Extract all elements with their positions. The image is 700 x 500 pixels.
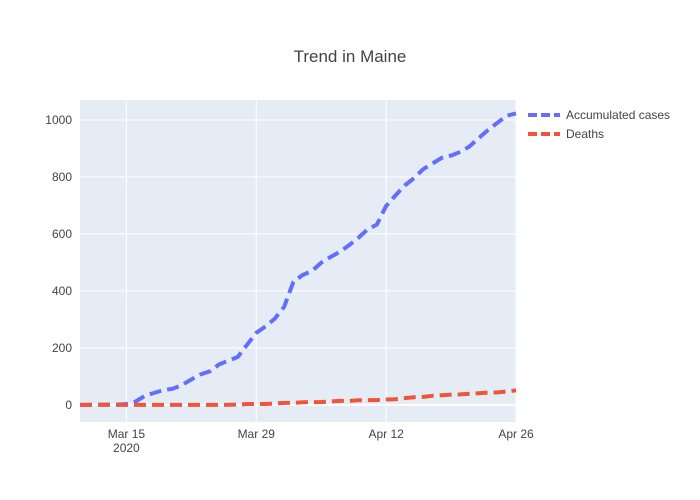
legend-label: Deaths	[566, 127, 604, 141]
series-line-deaths	[80, 388, 517, 407]
chart-title: Trend in Maine	[294, 47, 407, 66]
x-tick-label: Apr 12	[368, 427, 404, 441]
series-lines	[79, 111, 517, 407]
y-tick-label: 0	[65, 398, 72, 412]
x-tick-sublabel: 2020	[113, 441, 140, 455]
y-tick-label: 200	[52, 341, 72, 355]
legend-item[interactable]: Accumulated cases	[528, 108, 670, 122]
y-tick-label: 1000	[45, 113, 72, 127]
y-tick-label: 400	[52, 284, 72, 298]
legend[interactable]: Accumulated cases Deaths	[528, 108, 670, 141]
grid	[80, 100, 517, 422]
legend-item[interactable]: Deaths	[528, 127, 604, 141]
x-tick-label: Mar 15	[108, 427, 146, 441]
x-tick-label: Apr 26	[498, 427, 534, 441]
y-axis: 0 200 400 600 800 1000	[45, 113, 72, 412]
plot-background	[80, 100, 516, 422]
y-tick-label: 600	[52, 227, 72, 241]
x-tick-label: Mar 29	[238, 427, 276, 441]
legend-label: Accumulated cases	[566, 108, 670, 122]
y-tick-label: 800	[52, 170, 72, 184]
series-line-accumulated-cases	[79, 111, 517, 407]
